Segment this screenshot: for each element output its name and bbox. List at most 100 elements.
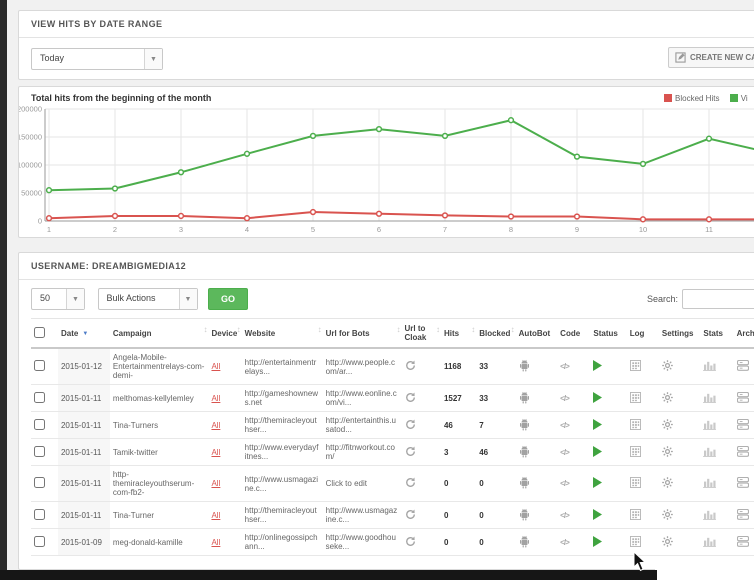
- android-icon[interactable]: [519, 508, 530, 521]
- refresh-icon[interactable]: [405, 536, 416, 547]
- bar-chart-icon[interactable]: [703, 477, 717, 488]
- row-url-for-bots[interactable]: http://fitnworkout.com/: [322, 438, 402, 466]
- android-icon[interactable]: [519, 418, 530, 431]
- row-website[interactable]: http://themiracleyouthser...: [241, 501, 323, 529]
- gear-icon[interactable]: [662, 445, 673, 457]
- device-link[interactable]: All: [211, 510, 221, 520]
- create-campaign-button[interactable]: CREATE NEW CAMPA: [668, 47, 754, 68]
- date-range-select[interactable]: Today ▼: [31, 48, 163, 70]
- row-website[interactable]: http://themiracleyouthser...: [241, 411, 323, 439]
- device-link[interactable]: All: [211, 479, 221, 488]
- row-checkbox[interactable]: [34, 418, 45, 430]
- row-website[interactable]: http://www.usmagazine.c...: [241, 465, 323, 502]
- bar-chart-icon[interactable]: [703, 392, 717, 403]
- android-icon[interactable]: [519, 535, 530, 548]
- log-icon[interactable]: [629, 477, 641, 488]
- bar-chart-icon[interactable]: [703, 509, 717, 520]
- bar-chart-icon[interactable]: [703, 446, 717, 457]
- column-header-website[interactable]: Website ↕: [241, 318, 323, 349]
- code-icon[interactable]: </>: [560, 510, 570, 520]
- archive-icon[interactable]: [736, 391, 749, 403]
- device-link[interactable]: All: [211, 537, 221, 547]
- refresh-icon[interactable]: [405, 360, 416, 371]
- column-header-url_to_cloak[interactable]: Url to Cloak ↕: [401, 318, 441, 349]
- refresh-icon[interactable]: [405, 509, 416, 520]
- select-all-checkbox[interactable]: [34, 326, 45, 338]
- row-website[interactable]: http://www.everydayfitnes...: [241, 438, 323, 466]
- row-url-for-bots[interactable]: http://www.goodhouseke...: [322, 528, 402, 556]
- search-input[interactable]: [682, 289, 754, 309]
- play-icon[interactable]: [593, 445, 603, 457]
- page-size-select[interactable]: 50 ▼: [31, 288, 85, 310]
- log-icon[interactable]: [629, 508, 641, 520]
- log-icon[interactable]: [629, 535, 641, 547]
- archive-icon[interactable]: [736, 418, 749, 430]
- archive-icon[interactable]: [736, 508, 749, 520]
- play-icon[interactable]: [593, 360, 603, 371]
- row-url-for-bots[interactable]: http://www.eonline.com/vi...: [322, 384, 402, 412]
- gear-icon[interactable]: [662, 391, 673, 403]
- log-icon[interactable]: [629, 445, 641, 457]
- row-website[interactable]: http://onlinegossipchann...: [241, 528, 323, 556]
- device-link[interactable]: All: [211, 393, 221, 403]
- refresh-icon[interactable]: [405, 392, 416, 403]
- archive-icon[interactable]: [736, 476, 749, 488]
- gear-icon[interactable]: [662, 508, 673, 520]
- column-header-device[interactable]: Device ↕: [208, 318, 242, 349]
- refresh-icon[interactable]: [405, 446, 416, 457]
- device-link[interactable]: All: [211, 362, 221, 371]
- code-icon[interactable]: </>: [560, 362, 570, 371]
- row-url-for-bots[interactable]: http://entertainthis.usatod...: [322, 411, 402, 439]
- gear-icon[interactable]: [662, 535, 673, 547]
- code-icon[interactable]: </>: [560, 537, 570, 547]
- go-button[interactable]: GO: [208, 288, 249, 310]
- row-website[interactable]: http://gameshownews.net: [241, 384, 323, 412]
- column-header-url_for_bots[interactable]: Url for Bots ↕: [322, 318, 402, 349]
- code-icon[interactable]: </>: [560, 420, 570, 430]
- row-checkbox[interactable]: [34, 360, 45, 371]
- log-icon[interactable]: [629, 418, 641, 430]
- play-icon[interactable]: [593, 508, 603, 520]
- log-icon[interactable]: [629, 391, 641, 403]
- play-icon[interactable]: [593, 477, 603, 488]
- play-icon[interactable]: [593, 391, 603, 403]
- row-website[interactable]: http://entertainmentrelays...: [241, 347, 323, 385]
- gear-icon[interactable]: [662, 360, 673, 371]
- android-icon[interactable]: [519, 445, 530, 458]
- archive-icon[interactable]: [736, 359, 749, 371]
- row-checkbox[interactable]: [34, 445, 45, 457]
- column-header-blocked[interactable]: Blocked ↕: [476, 318, 516, 349]
- row-url-for-bots[interactable]: http://www.people.com/ar...: [322, 347, 402, 385]
- play-icon[interactable]: [593, 418, 603, 430]
- code-icon[interactable]: </>: [560, 447, 570, 457]
- row-checkbox[interactable]: [34, 535, 45, 547]
- code-icon[interactable]: </>: [560, 393, 570, 403]
- bar-chart-icon[interactable]: [703, 419, 717, 430]
- row-url-for-bots[interactable]: http://www.usmagazine.c...: [322, 501, 402, 529]
- code-icon[interactable]: </>: [560, 479, 570, 488]
- bar-chart-icon[interactable]: [703, 536, 717, 547]
- android-icon[interactable]: [519, 476, 530, 489]
- play-icon[interactable]: [593, 535, 603, 547]
- row-checkbox[interactable]: [34, 477, 45, 488]
- refresh-icon[interactable]: [405, 419, 416, 430]
- svg-text:50000: 50000: [21, 189, 42, 198]
- row-checkbox[interactable]: [34, 391, 45, 403]
- archive-icon[interactable]: [736, 535, 749, 547]
- device-link[interactable]: All: [211, 447, 221, 457]
- android-icon[interactable]: [519, 359, 530, 372]
- row-checkbox[interactable]: [34, 508, 45, 520]
- row-url-for-bots[interactable]: Click to edit: [322, 465, 402, 502]
- log-icon[interactable]: [629, 360, 641, 371]
- column-header-date[interactable]: Date ▼: [57, 318, 110, 349]
- column-header-campaign[interactable]: Campaign ↕: [109, 318, 209, 349]
- bar-chart-icon[interactable]: [703, 360, 717, 371]
- archive-icon[interactable]: [736, 445, 749, 457]
- gear-icon[interactable]: [662, 477, 673, 488]
- device-link[interactable]: All: [211, 420, 221, 430]
- gear-icon[interactable]: [662, 418, 673, 430]
- refresh-icon[interactable]: [405, 477, 416, 488]
- column-header-hits[interactable]: Hits ↕: [440, 318, 477, 349]
- android-icon[interactable]: [519, 391, 530, 404]
- bulk-actions-select[interactable]: Bulk Actions ▼: [97, 288, 198, 310]
